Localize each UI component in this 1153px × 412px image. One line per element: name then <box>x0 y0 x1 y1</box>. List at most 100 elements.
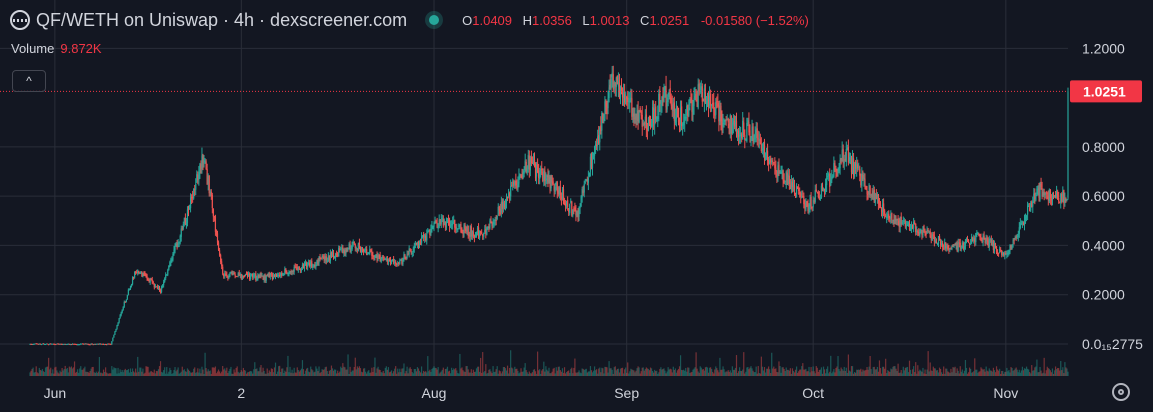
candle-body <box>917 231 919 233</box>
candle-body <box>1020 223 1022 225</box>
volume-bar <box>301 360 304 376</box>
volume-bar <box>833 369 835 376</box>
candle-body <box>840 158 842 164</box>
candle-body <box>198 171 200 180</box>
volume-bar <box>385 366 387 376</box>
candle-body <box>50 343 52 345</box>
volume-bar <box>284 370 286 376</box>
candle-body <box>872 190 874 199</box>
gear-icon[interactable] <box>1112 383 1130 401</box>
volume-bar <box>918 371 920 376</box>
candle-body <box>769 159 771 164</box>
volume-bar <box>971 372 973 376</box>
candle-body <box>480 231 482 234</box>
collapse-legend-button[interactable]: ^ <box>12 70 46 92</box>
volume-bar <box>502 367 505 376</box>
candle-body <box>424 234 426 239</box>
candle-body <box>871 193 873 198</box>
candle-body <box>994 243 997 248</box>
volume-bar <box>79 368 81 376</box>
volume-bar <box>368 370 370 376</box>
volume-bar <box>436 369 438 376</box>
candle-body <box>890 213 892 219</box>
volume-bar <box>466 366 468 376</box>
volume-bar <box>181 366 183 376</box>
candle-body <box>465 228 467 231</box>
candle-body <box>474 235 477 237</box>
change-value: -0.01580 (−1.52%) <box>700 12 809 28</box>
candle-body <box>443 220 445 225</box>
candle-body <box>698 83 700 92</box>
candle-body <box>284 268 286 274</box>
volume-bar <box>459 353 461 376</box>
candle-body <box>786 172 788 185</box>
candle-body <box>616 75 618 85</box>
candle-body <box>186 209 189 223</box>
candle-body <box>817 192 819 197</box>
candle-body <box>131 277 134 285</box>
candle-body <box>63 343 65 345</box>
candle-body <box>915 223 917 233</box>
candle-body <box>885 215 887 217</box>
candle-body <box>928 230 930 232</box>
candle-body <box>135 271 137 273</box>
candle-body <box>431 225 433 229</box>
candle-body <box>235 276 237 278</box>
candle-body <box>422 235 424 237</box>
candle-body <box>1009 245 1011 252</box>
volume-bar <box>194 367 196 376</box>
candle-body <box>134 271 136 278</box>
chart-logo-icon[interactable] <box>10 10 30 30</box>
candle-body <box>227 276 229 278</box>
candle-body <box>876 194 878 198</box>
candle-body <box>120 312 122 316</box>
volume-bar <box>1031 365 1033 376</box>
candle-body <box>44 344 47 346</box>
candle-body <box>988 239 990 247</box>
volume-bar <box>627 362 629 376</box>
candle-body <box>705 100 708 105</box>
candle-body <box>332 252 335 258</box>
candle-body <box>870 194 872 196</box>
volume-bar <box>122 372 124 376</box>
candle-body <box>693 98 695 107</box>
volume-bar <box>357 367 359 376</box>
candle-body <box>195 183 197 190</box>
candle-body <box>1006 252 1008 255</box>
volume-bar <box>898 372 900 376</box>
volume-bar <box>222 366 224 376</box>
volume-bar <box>820 367 823 376</box>
volume-bar <box>272 372 275 376</box>
volume-bar <box>95 371 97 376</box>
volume-bar <box>491 373 493 376</box>
candle-body <box>667 97 669 103</box>
candle-body <box>1028 206 1030 208</box>
volume-bar <box>474 371 477 376</box>
volume-bar <box>818 369 820 376</box>
candle-body <box>103 344 106 346</box>
candle-body <box>193 188 195 199</box>
volume-bar <box>446 366 449 376</box>
candle-body <box>137 270 139 273</box>
volume-bar <box>185 371 188 376</box>
candle-body <box>823 188 826 191</box>
volume-bar <box>888 371 890 376</box>
candle-body <box>282 273 284 276</box>
volume-bar <box>961 369 963 376</box>
candle-body <box>31 343 33 345</box>
volume-bar <box>32 367 34 376</box>
volume-bar <box>482 352 484 376</box>
candle-body <box>352 242 354 244</box>
volume-bar <box>389 371 392 376</box>
volume-bar <box>896 370 898 376</box>
volume-bar <box>67 372 69 376</box>
volume-bar <box>735 355 738 376</box>
candle-body <box>502 202 505 209</box>
candle-body <box>821 184 824 190</box>
volume-bar <box>105 367 107 376</box>
volume-bar <box>246 372 249 376</box>
volume-bar <box>743 352 745 376</box>
volume-bar <box>425 371 427 376</box>
candle-body <box>916 230 918 233</box>
